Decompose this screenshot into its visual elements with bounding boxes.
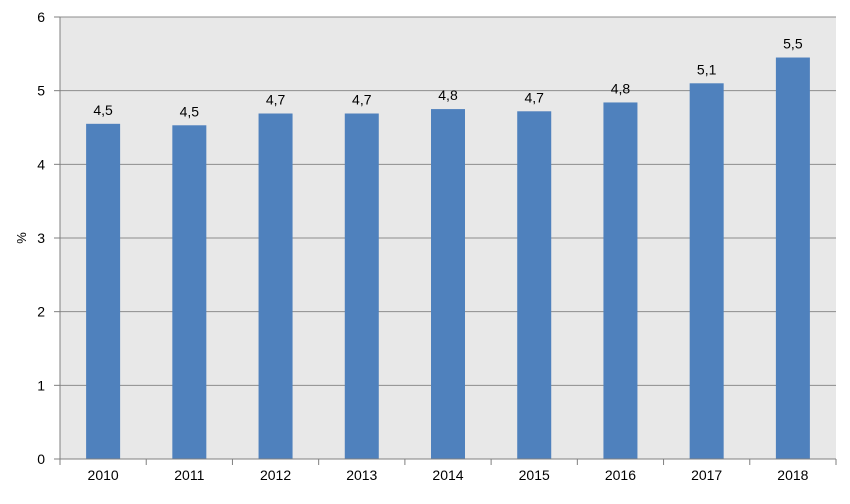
data-label: 5,1: [697, 61, 717, 77]
x-tick-label: 2017: [691, 467, 722, 483]
y-tick-label: 4: [37, 156, 45, 172]
data-label: 4,8: [438, 87, 458, 103]
x-tick-label: 2018: [777, 467, 808, 483]
x-tick-label: 2012: [260, 467, 291, 483]
y-tick-label: 2: [37, 304, 45, 320]
bar-2014: [431, 109, 465, 459]
bar-2011: [172, 125, 207, 459]
x-tick-label: 2015: [519, 467, 550, 483]
axes: [54, 16, 837, 465]
labels: 0 1 2 3 4 5 6 2010 4,5 2011 4,5 2012 4,7 2013 4,7 2014 4…: [37, 9, 808, 483]
x-tick-label: 2011: [174, 467, 204, 483]
y-tick-label: 6: [37, 9, 45, 25]
bar-2010: [86, 123, 121, 460]
y-axis-title: %: [14, 232, 29, 244]
y-tick-label: 1: [37, 377, 45, 393]
bars: [86, 57, 810, 460]
data-label: 5,5: [783, 36, 803, 52]
x-tick-label: 2013: [346, 467, 377, 483]
bar-2012: [258, 113, 293, 460]
data-label: 4,7: [352, 92, 372, 108]
y-tick-label: 5: [37, 83, 45, 99]
data-label: 4,8: [611, 80, 631, 96]
bar-2015: [517, 111, 552, 459]
data-label: 4,5: [93, 102, 113, 118]
x-tick-label: 2014: [432, 467, 463, 483]
x-tick-label: 2016: [605, 467, 636, 483]
data-label: 4,7: [524, 89, 544, 105]
bar-2018: [775, 57, 810, 460]
bar-2017: [689, 83, 724, 460]
bar-2016: [603, 102, 638, 459]
y-tick-label: 3: [37, 230, 45, 246]
data-label: 4,5: [180, 103, 200, 119]
x-tick-label: 2010: [88, 467, 119, 483]
y-tick-label: 0: [37, 451, 45, 467]
data-label: 4,7: [266, 92, 286, 108]
bar-2013: [344, 113, 379, 460]
